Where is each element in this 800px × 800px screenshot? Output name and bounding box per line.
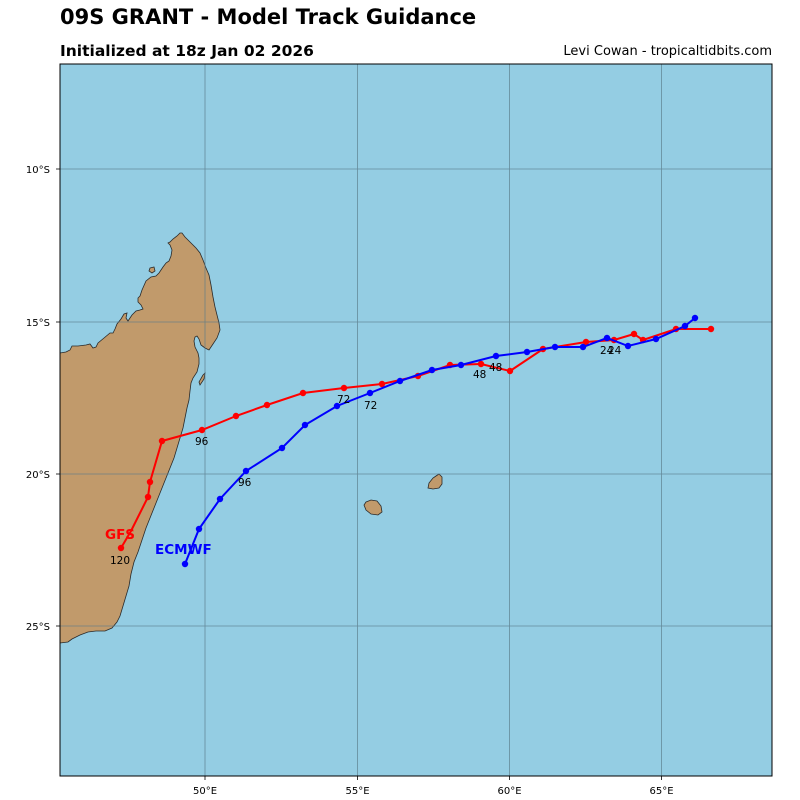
ecmwf-fh-96-label: 96 <box>238 477 252 489</box>
gfs-fh-120-label: 120 <box>110 555 130 567</box>
gfs-fh-72-label: 72 <box>337 394 350 406</box>
gridlines <box>60 64 772 776</box>
gfs-model-label: GFS <box>105 527 135 543</box>
y-tick-10s: 10°S <box>26 165 50 176</box>
credit-text: Levi Cowan - tropicaltidbits.com <box>563 44 772 59</box>
ecmwf-fh-24-label: 24 <box>608 345 622 357</box>
ecmwf-track <box>181 314 699 568</box>
reunion-island <box>363 499 383 516</box>
plot-frame <box>59 63 773 777</box>
nosy-be-island <box>148 266 156 274</box>
chart-title: 09S GRANT - Model Track Guidance <box>60 5 477 29</box>
init-time-subtitle: Initialized at 18z Jan 02 2026 <box>60 42 314 60</box>
x-tick-55e: 55°E <box>345 786 369 797</box>
madagascar-landmass <box>60 232 221 644</box>
ecmwf-model-label: ECMWF <box>155 542 212 558</box>
axis-ticks <box>56 168 662 780</box>
gfs-fh-96-label: 96 <box>195 436 209 448</box>
x-tick-60e: 60°E <box>497 786 521 797</box>
y-tick-20s: 20°S <box>26 470 50 481</box>
y-tick-25s: 25°S <box>26 622 50 633</box>
ecmwf-fh-48-label: 48 <box>473 369 486 381</box>
gfs-fh-48-label: 48 <box>489 362 502 374</box>
gfs-fh-24-label: 24 <box>600 345 614 357</box>
x-tick-50e: 50°E <box>193 786 217 797</box>
mauritius-island <box>427 473 443 490</box>
x-tick-65e: 65°E <box>649 786 673 797</box>
ecmwf-fh-72-label: 72 <box>364 400 377 412</box>
y-tick-15s: 15°S <box>26 318 50 329</box>
